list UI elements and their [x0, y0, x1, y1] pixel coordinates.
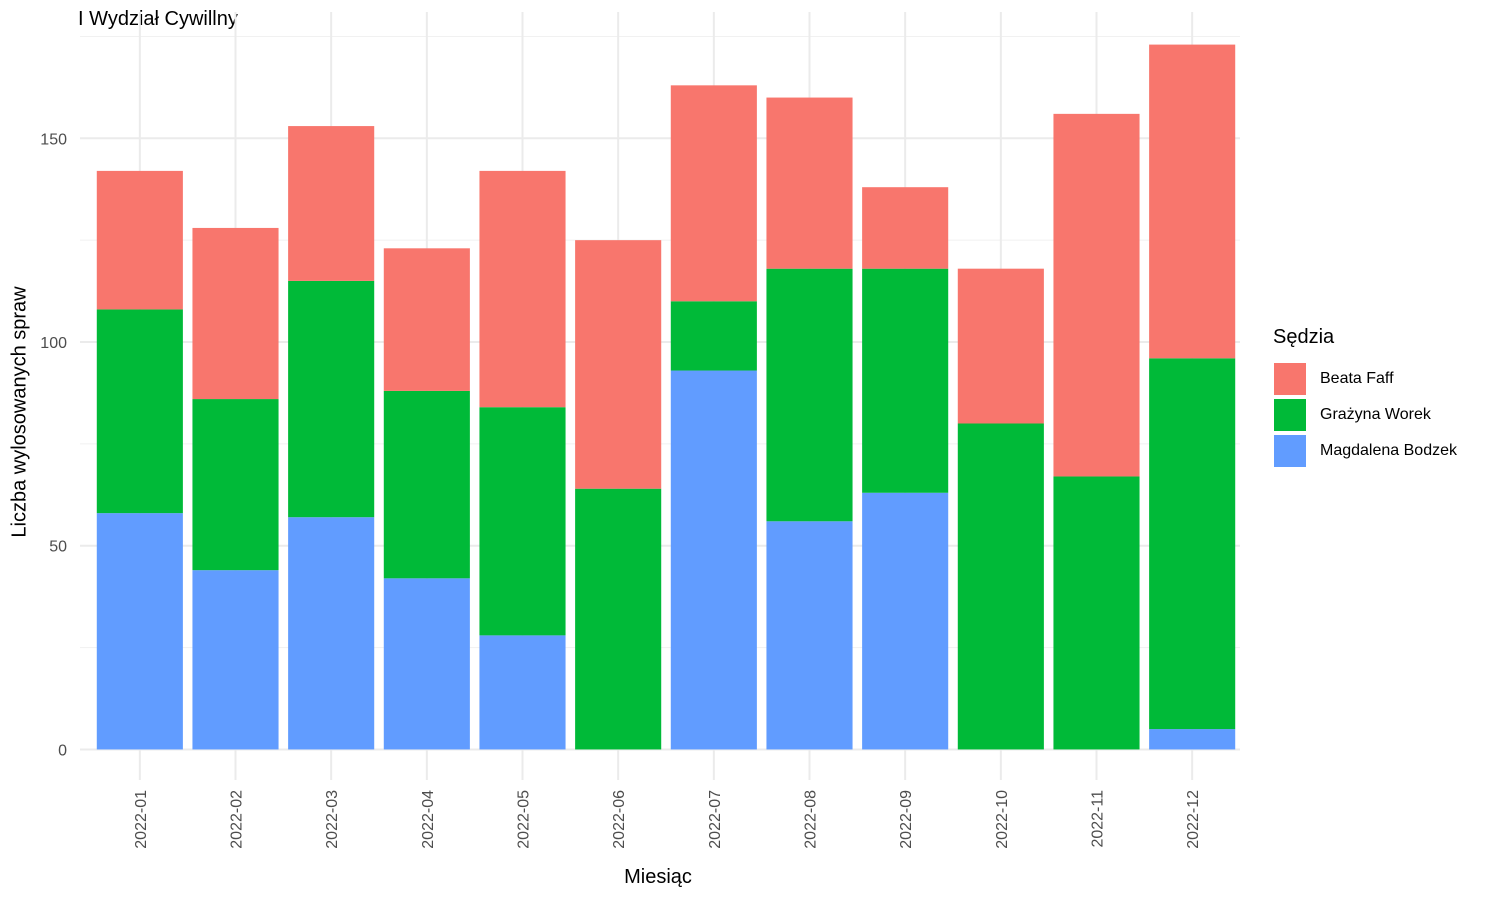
bar-beata-faff-2022-07	[670, 85, 757, 302]
bar-beata-faff-2022-04	[383, 248, 470, 391]
legend-item-magdalena-bodzek: Magdalena Bodzek	[1258, 433, 1457, 469]
bar-beata-faff-2022-06	[575, 240, 662, 489]
legend-key-beata-faff	[1274, 363, 1306, 395]
legend-label: Grażyna Worek	[1320, 406, 1431, 423]
bar-magdalena-bodzek-2022-12	[1149, 729, 1236, 750]
bar-beata-faff-2022-09	[862, 187, 949, 269]
bar-magdalena-bodzek-2022-09	[862, 492, 949, 750]
bar-magdalena-bodzek-2022-02	[192, 570, 279, 750]
legend-label: Beata Faff	[1320, 370, 1394, 387]
x-tick-label: 2022-10	[994, 790, 1011, 849]
bar-magdalena-bodzek-2022-08	[766, 521, 853, 750]
legend-label: Magdalena Bodzek	[1320, 442, 1457, 459]
bar-gra-yna-worek-2022-08	[766, 268, 853, 522]
bar-gra-yna-worek-2022-09	[862, 268, 949, 493]
y-axis-label: Liczba wylosowanych spraw	[8, 286, 31, 538]
bar-beata-faff-2022-02	[192, 227, 279, 400]
bar-beata-faff-2022-03	[288, 126, 375, 281]
x-tick-label: 2022-07	[707, 790, 724, 849]
x-tick-label: 2022-11	[1090, 790, 1107, 848]
x-axis-label: Miesiąc	[624, 866, 692, 888]
bar-gra-yna-worek-2022-05	[479, 407, 566, 636]
bar-beata-faff-2022-01	[96, 170, 183, 310]
x-tick-label: 2022-12	[1185, 790, 1202, 849]
x-tick-label: 2022-09	[898, 790, 915, 849]
legend-key-grazyna-worek	[1274, 399, 1306, 431]
legend-item-grazyna-worek: Grażyna Worek	[1258, 397, 1457, 433]
bar-magdalena-bodzek-2022-01	[96, 513, 183, 750]
bar-beata-faff-2022-08	[766, 97, 853, 269]
y-tick-label: 50	[49, 539, 67, 556]
y-tick-label: 0	[58, 742, 67, 759]
bar-gra-yna-worek-2022-02	[192, 399, 279, 571]
bar-gra-yna-worek-2022-04	[383, 390, 470, 579]
legend-key-magdalena-bodzek	[1274, 435, 1306, 467]
bar-beata-faff-2022-12	[1149, 44, 1236, 359]
x-tick-label: 2022-02	[229, 790, 246, 849]
legend-title: Sędzia	[1273, 326, 1335, 348]
chart-title: I Wydział Cywillny	[78, 8, 238, 30]
bar-gra-yna-worek-2022-10	[957, 423, 1044, 750]
y-tick-label: 100	[40, 335, 67, 352]
x-tick-label: 2022-03	[324, 790, 341, 849]
legend-item-beata-faff: Beata Faff	[1258, 361, 1457, 397]
bar-gra-yna-worek-2022-11	[1053, 476, 1140, 750]
bar-magdalena-bodzek-2022-05	[479, 635, 566, 750]
bar-beata-faff-2022-05	[479, 170, 566, 408]
bar-magdalena-bodzek-2022-03	[288, 517, 375, 750]
bar-magdalena-bodzek-2022-04	[383, 578, 470, 750]
x-tick-label: 2022-01	[133, 790, 150, 849]
legend: Sędzia Beata Faff Grażyna Worek Magdalen…	[1258, 326, 1457, 469]
y-tick-label: 150	[40, 131, 67, 148]
bar-beata-faff-2022-11	[1053, 113, 1140, 477]
bar-magdalena-bodzek-2022-07	[670, 370, 757, 750]
x-tick-label: 2022-08	[803, 790, 820, 849]
bar-gra-yna-worek-2022-07	[670, 301, 757, 371]
bar-gra-yna-worek-2022-03	[288, 280, 375, 518]
bar-gra-yna-worek-2022-12	[1149, 358, 1236, 730]
x-tick-label: 2022-06	[611, 790, 628, 849]
bar-gra-yna-worek-2022-01	[96, 309, 183, 514]
bar-beata-faff-2022-10	[957, 268, 1044, 424]
bar-gra-yna-worek-2022-06	[575, 488, 662, 750]
x-tick-label: 2022-05	[516, 790, 533, 849]
x-tick-label: 2022-04	[420, 790, 437, 849]
